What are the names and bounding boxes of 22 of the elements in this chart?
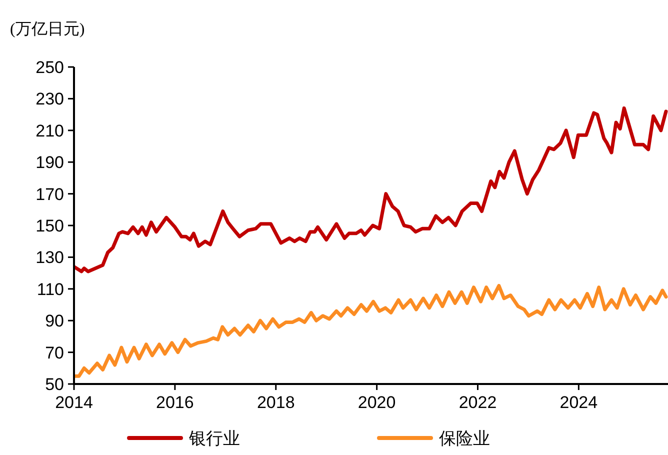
x-tick-label: 2014 xyxy=(55,393,93,412)
y-tick-label: 70 xyxy=(45,343,64,362)
y-tick-label: 190 xyxy=(36,153,64,172)
x-tick-label: 2018 xyxy=(256,393,295,412)
y-tick-label: 50 xyxy=(45,375,64,394)
x-tick-label: 2022 xyxy=(458,393,497,412)
x-tick-label: 2024 xyxy=(560,393,598,412)
line-series xyxy=(74,106,668,274)
y-tick-label: 150 xyxy=(36,216,64,236)
legend-label: 银行业 xyxy=(188,429,240,448)
legend-label: 保险业 xyxy=(439,429,490,448)
x-tick-label: 2016 xyxy=(156,393,194,412)
y-tick-label: 90 xyxy=(45,312,64,331)
y-tick-label: 170 xyxy=(36,184,64,204)
y-tick-label: 250 xyxy=(36,58,64,77)
y-tick-label: 110 xyxy=(36,280,64,299)
y-tick-label: 210 xyxy=(36,121,64,140)
y-axis-title: (万亿日元) xyxy=(10,21,85,38)
y-tick-label: 130 xyxy=(36,248,64,268)
line-series xyxy=(74,284,668,378)
y-tick-label: 230 xyxy=(36,90,64,109)
x-tick-label: 2020 xyxy=(358,393,396,412)
